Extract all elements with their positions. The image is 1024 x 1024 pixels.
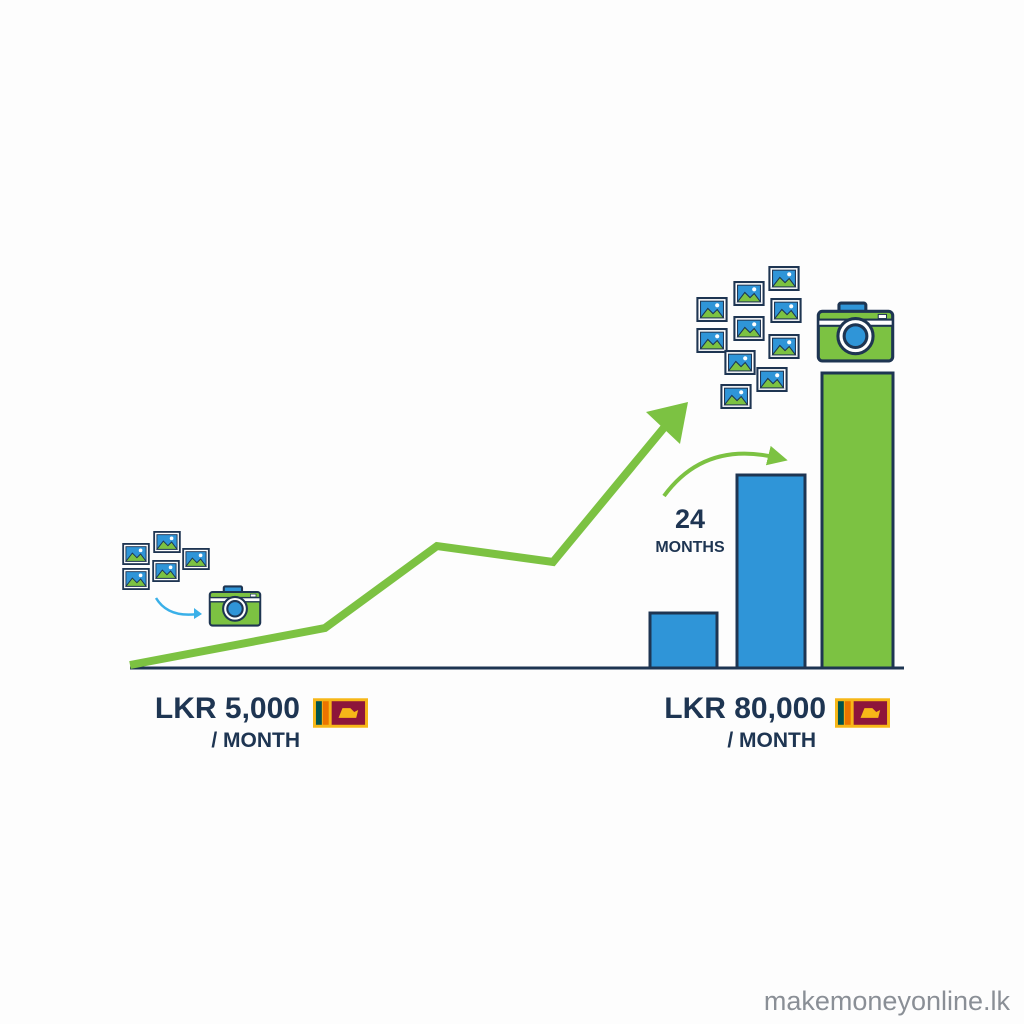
flag-icon — [835, 698, 890, 728]
duration-number: 24 — [675, 504, 705, 534]
photo-icon — [696, 328, 728, 353]
photo-icon — [122, 568, 150, 590]
photo-icon — [153, 531, 181, 553]
watermark: makemoneyonline.lk — [764, 986, 1011, 1016]
small-arrow — [154, 597, 199, 616]
camera-icon — [208, 585, 262, 627]
photo-icon — [122, 543, 150, 565]
photo-icon — [733, 316, 765, 341]
photo-icon — [724, 350, 756, 375]
photo-icon — [768, 266, 800, 291]
bar — [820, 371, 895, 670]
growth-line — [129, 415, 676, 669]
end-amount: LKR 80,000 — [664, 692, 826, 725]
growth-arrowhead — [646, 402, 688, 444]
photo-icon — [152, 560, 180, 582]
photo-icon — [182, 548, 210, 570]
curved-arrow — [662, 445, 788, 498]
flag-icon — [313, 698, 368, 728]
bar — [648, 611, 719, 670]
photo-icon — [696, 297, 728, 322]
photo-icon — [768, 334, 800, 359]
photo-icon — [720, 384, 752, 409]
photo-icon — [756, 367, 788, 392]
start-amount: LKR 5,000 — [155, 692, 300, 725]
start-unit: / MONTH — [211, 729, 300, 752]
end-unit: / MONTH — [727, 729, 816, 752]
photo-icon — [733, 281, 765, 306]
photo-icon — [770, 298, 802, 323]
bar — [735, 473, 807, 670]
small-arrowhead — [194, 608, 202, 619]
duration-unit: MONTHS — [655, 539, 725, 556]
camera-icon — [816, 301, 895, 363]
